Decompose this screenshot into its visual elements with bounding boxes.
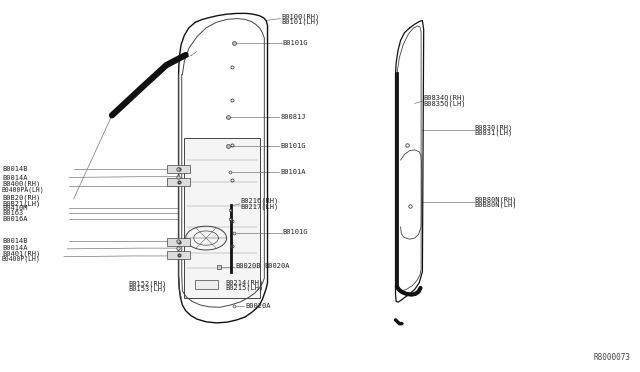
Text: B0214(RH): B0214(RH) xyxy=(225,279,264,286)
Bar xyxy=(184,138,260,298)
Text: B0014B: B0014B xyxy=(2,166,28,172)
Text: B0101A: B0101A xyxy=(280,169,306,175)
Bar xyxy=(167,165,190,173)
Text: B0101G: B0101G xyxy=(282,230,308,235)
Text: B0834Q(RH): B0834Q(RH) xyxy=(423,95,465,102)
Text: B0020B: B0020B xyxy=(235,263,260,269)
Text: B0101G: B0101G xyxy=(282,40,308,46)
Text: B0400PA(LH): B0400PA(LH) xyxy=(2,186,45,193)
Text: B0400P(LH): B0400P(LH) xyxy=(2,256,41,262)
Text: B0831(LH): B0831(LH) xyxy=(474,129,513,136)
Text: B0016A: B0016A xyxy=(2,217,28,222)
Text: B0152(RH): B0152(RH) xyxy=(128,280,166,287)
Text: B0020A: B0020A xyxy=(264,263,290,269)
Text: B0153(LH): B0153(LH) xyxy=(128,285,166,292)
Text: B0401(RH): B0401(RH) xyxy=(2,250,40,257)
Text: B0014B: B0014B xyxy=(2,238,28,244)
Text: B0020A: B0020A xyxy=(245,303,271,309)
Text: B0B21(LH): B0B21(LH) xyxy=(2,201,40,207)
Bar xyxy=(195,280,218,289)
Text: B0101(LH): B0101(LH) xyxy=(282,18,320,25)
Text: B0835Q(LH): B0835Q(LH) xyxy=(423,100,465,107)
Text: B0410M: B0410M xyxy=(2,205,28,211)
Text: B0163: B0163 xyxy=(2,210,23,216)
Bar xyxy=(167,251,190,259)
Text: B0215(LH): B0215(LH) xyxy=(225,285,264,291)
Bar xyxy=(167,178,190,186)
Text: B0B80N(LH): B0B80N(LH) xyxy=(474,201,516,208)
Text: B0B20(RH): B0B20(RH) xyxy=(2,195,40,201)
Text: B0100(RH): B0100(RH) xyxy=(282,13,320,20)
Text: B0400(RH): B0400(RH) xyxy=(2,181,40,187)
Text: B0014A: B0014A xyxy=(2,175,28,181)
Text: B0830(RH): B0830(RH) xyxy=(474,124,513,131)
Bar xyxy=(167,238,190,246)
Text: B0101G: B0101G xyxy=(280,143,306,149)
Text: 80081J: 80081J xyxy=(280,114,306,120)
Text: B0216(RH): B0216(RH) xyxy=(241,198,279,204)
Text: B0014A: B0014A xyxy=(2,246,28,251)
Text: R8000073: R8000073 xyxy=(593,353,630,362)
Text: B0B80N(RH): B0B80N(RH) xyxy=(474,196,516,203)
Text: B0217(LH): B0217(LH) xyxy=(241,203,279,210)
